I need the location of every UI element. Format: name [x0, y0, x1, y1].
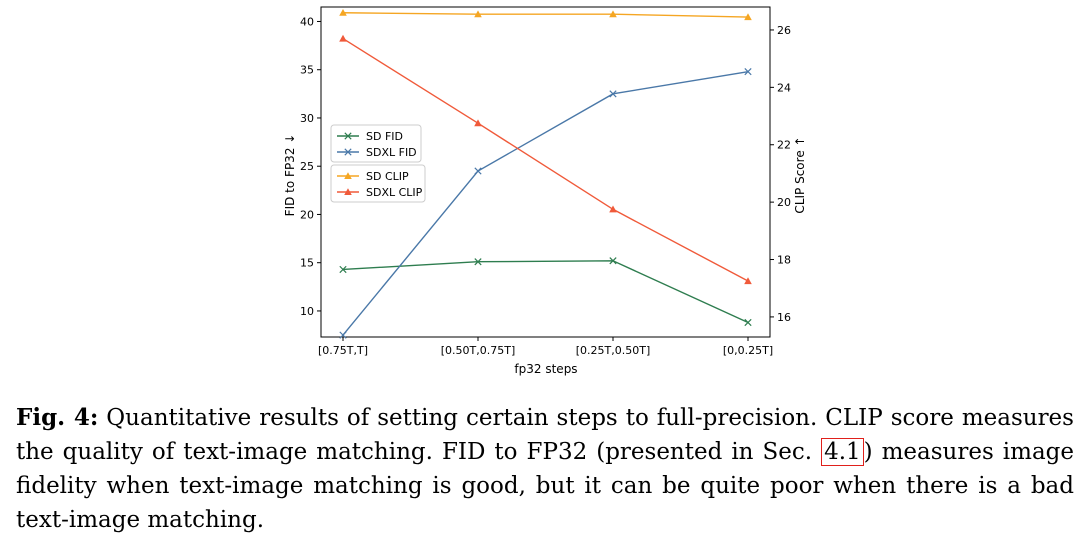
legend-label-sd-fid: SD FID [366, 130, 403, 143]
data-point-sdxl-fid [609, 90, 617, 98]
y-axis-label-left: FID to FP32 ↓ [283, 134, 297, 217]
y-tick-label-left: 20 [300, 208, 314, 221]
y-tick-label-right: 20 [777, 196, 791, 209]
y-tick-label-left: 35 [300, 64, 314, 77]
data-point-sdxl-clip [474, 119, 482, 127]
x-axis-label: fp32 steps [514, 362, 577, 376]
y-tick-label-right: 18 [777, 254, 791, 267]
x-tick-label: [0.75T,T] [318, 344, 368, 357]
series-line-sdxl-clip [342, 37, 749, 282]
series-line-sdxl-fid [342, 70, 749, 336]
legend-marker-sd-fid [344, 132, 352, 140]
data-point-sd-fid [474, 258, 482, 266]
legend-marker-sdxl-clip [344, 188, 352, 196]
legend-label-sdxl-clip: SDXL CLIP [366, 186, 423, 199]
y-tick-label-right: 16 [777, 311, 791, 324]
y-axis-label-right: CLIP Score ↑ [793, 136, 807, 213]
data-point-sd-fid [339, 265, 347, 274]
caption-text-2: ) measures image fidelity when text-imag… [16, 439, 1074, 533]
caption-text-1: Quantitative results of setting certain … [16, 405, 1074, 465]
caption-label: Fig. 4: [16, 404, 99, 431]
series-line-sd-clip [342, 12, 749, 18]
data-point-sdxl-clip [339, 34, 347, 42]
y-tick-label-right: 26 [777, 24, 791, 37]
y-tick-label-left: 10 [300, 305, 314, 318]
figure-caption: Fig. 4: Quantitative results of setting … [16, 401, 1074, 537]
data-point-sd-fid [744, 318, 752, 327]
data-point-sd-clip [744, 13, 752, 21]
y-tick-label-left: 40 [300, 15, 314, 28]
series-line-sd-fid [342, 260, 749, 324]
legend-fid [330, 124, 422, 163]
data-point-sd-fid [609, 257, 617, 265]
data-point-sd-clip [609, 10, 617, 18]
data-point-sdxl-clip [744, 277, 752, 285]
chart: [0.75T,T] [0.50T,0.75T] [0.25T,0.50T] [0,0.… [283, 6, 807, 376]
data-point-sd-clip [474, 10, 482, 18]
data-point-sdxl-clip [609, 205, 617, 213]
y-tick-label-right: 22 [777, 139, 791, 152]
section-reference-link[interactable]: 4.1 [821, 438, 864, 466]
y-tick-label-left: 30 [300, 112, 314, 125]
x-tick-label: [0.50T,0.75T] [441, 344, 516, 357]
y-tick-label-left: 15 [300, 257, 314, 270]
x-tick-label: [0,0.25T] [723, 344, 773, 357]
legend-marker-sd-clip [344, 172, 352, 180]
legend-label-sdxl-fid: SDXL FID [366, 146, 417, 159]
y-tick-label-right: 24 [777, 81, 791, 94]
legend-label-sd-clip: SD CLIP [366, 170, 409, 183]
y-tick-label-left: 25 [300, 160, 314, 173]
plot-frame [320, 6, 771, 338]
x-tick-label: [0.25T,0.50T] [576, 344, 651, 357]
legend-clip [330, 164, 426, 203]
data-point-sd-clip [339, 8, 347, 16]
data-point-sdxl-fid [744, 68, 752, 76]
data-point-sdxl-fid [474, 167, 482, 175]
data-point-sdxl-fid [339, 331, 347, 339]
legend-marker-sdxl-fid [344, 148, 352, 156]
